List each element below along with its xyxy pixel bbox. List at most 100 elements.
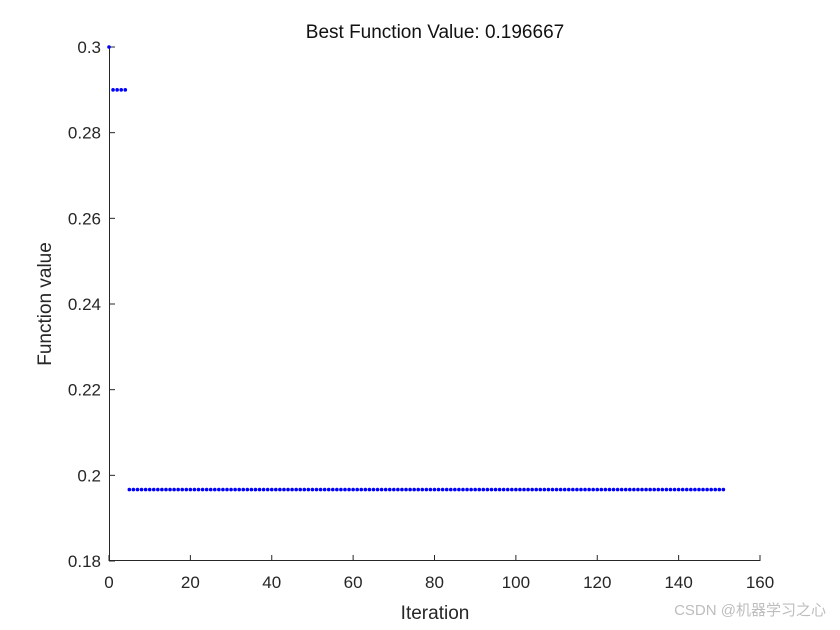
data-point [139,487,144,492]
y-ticks: 0.18 0.2 0.22 0.24 0.26 0.28 0.3 [68,38,115,571]
data-point [705,487,709,492]
data-point [599,487,604,492]
data-point [204,487,209,492]
y-tick-label: 0.28 [68,124,101,143]
data-point [330,487,335,492]
data-point [473,487,477,492]
data-point [237,487,241,492]
data-point [571,487,575,492]
data-point [689,487,693,492]
data-point [371,487,376,492]
data-point [465,487,469,492]
data-point [489,487,494,492]
data-point [428,487,433,492]
data-point [180,487,185,492]
data-point [335,487,339,492]
data-point [440,487,445,492]
y-tick-label: 0.3 [77,38,101,57]
data-point [672,487,677,492]
data-point [107,45,111,49]
data-point [212,487,217,492]
data-point [225,487,229,492]
x-axis-label: Iteration [401,603,470,624]
x-tick-label: 100 [502,573,530,592]
x-tick-label: 160 [746,573,774,592]
data-point [302,487,307,492]
data-point [640,487,644,492]
data-point [664,487,669,492]
data-point [261,487,266,492]
data-point [697,487,701,492]
data-point [575,487,579,492]
y-tick-label: 0.26 [68,209,101,228]
data-point [241,487,246,492]
data-point [546,487,551,492]
data-point [693,487,697,492]
data-point [619,487,624,492]
data-point [444,487,449,492]
data-point [514,487,518,492]
data-point [656,487,661,492]
data-point [416,487,421,492]
data-point [721,487,726,492]
data-point [156,487,160,492]
data-point [648,487,652,492]
data-point [322,487,327,492]
data-point [123,88,128,92]
data-point [298,487,303,492]
data-point [684,487,689,492]
x-tick-label: 140 [664,573,692,592]
data-point [245,487,250,492]
data-point [278,487,282,492]
x-tick-label: 60 [344,573,363,592]
data-point [701,487,705,492]
data-point [221,487,225,492]
data-point [652,487,657,492]
data-point [310,487,315,492]
data-point [131,487,136,492]
data-point [164,487,168,492]
data-point [404,487,408,492]
data-point [538,487,543,492]
watermark: CSDN @机器学习之心 [674,602,826,619]
data-point [579,487,583,492]
data-point [432,487,437,492]
data-point [351,487,355,492]
data-point [143,487,148,492]
data-point [208,487,213,492]
data-point [249,487,254,492]
data-point [461,487,465,492]
data-point [680,487,685,492]
data-point [282,487,286,492]
data-point [294,487,298,492]
data-point [566,487,571,492]
data-point [318,487,323,492]
data-point [111,88,115,92]
data-point [257,487,262,492]
data-point [497,487,502,492]
data-point [644,487,648,492]
data-point [127,487,132,492]
data-point [387,487,392,492]
data-point [583,487,587,492]
data-point [151,487,156,492]
data-point [314,487,319,492]
data-point [420,487,425,492]
data-point [530,487,534,492]
data-point [379,487,384,492]
data-point [326,487,331,492]
data-point [481,487,486,492]
data-point [615,487,620,492]
data-point [359,487,364,492]
data-point [176,487,180,492]
data-point [501,487,506,492]
data-point [709,487,713,492]
data-point [192,487,197,492]
data-point [115,88,119,92]
data-point [623,487,628,492]
data-point [558,487,563,492]
data-point [595,487,600,492]
data-point [269,487,274,492]
data-point [713,487,718,492]
